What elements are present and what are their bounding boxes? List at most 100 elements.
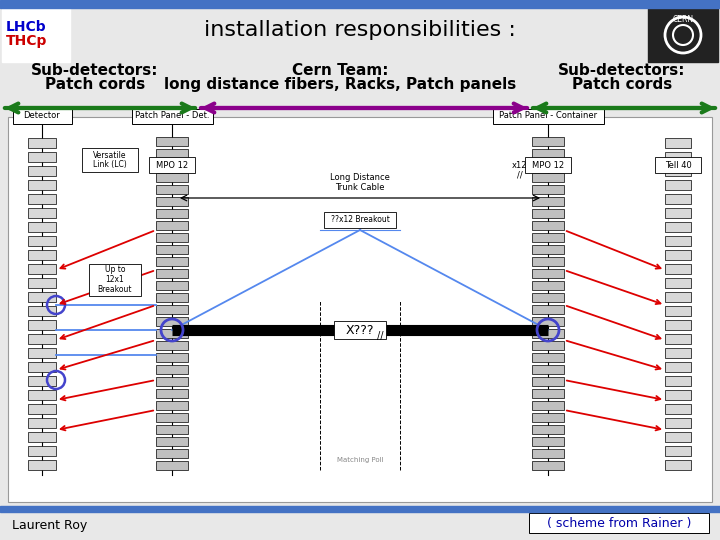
Bar	[28, 264, 56, 274]
Bar	[8, 117, 712, 502]
Text: Long Distance: Long Distance	[330, 173, 390, 183]
FancyBboxPatch shape	[334, 321, 386, 339]
Text: MPO 12: MPO 12	[156, 160, 188, 170]
Bar	[532, 137, 564, 146]
Bar	[665, 320, 691, 330]
FancyBboxPatch shape	[525, 157, 571, 173]
Bar	[532, 365, 564, 374]
FancyBboxPatch shape	[81, 148, 138, 172]
Bar	[532, 461, 564, 470]
Bar	[665, 264, 691, 274]
Bar	[665, 180, 691, 190]
Text: Cern Team:: Cern Team:	[292, 63, 388, 78]
Bar	[156, 161, 188, 170]
Bar	[532, 305, 564, 314]
Bar	[665, 250, 691, 260]
FancyBboxPatch shape	[89, 264, 141, 296]
Bar	[2, 8, 70, 62]
FancyBboxPatch shape	[324, 212, 396, 228]
Bar	[156, 137, 188, 146]
Bar	[532, 233, 564, 242]
Bar	[665, 376, 691, 386]
Bar	[648, 8, 718, 62]
Text: Sub-detectors:: Sub-detectors:	[31, 63, 158, 78]
Bar	[28, 222, 56, 232]
Bar	[665, 362, 691, 372]
Bar	[28, 278, 56, 288]
Bar	[156, 317, 188, 326]
Bar	[156, 257, 188, 266]
Bar	[532, 377, 564, 386]
Text: installation responsibilities :: installation responsibilities :	[204, 20, 516, 40]
Bar	[532, 317, 564, 326]
Bar	[28, 194, 56, 204]
Bar	[532, 293, 564, 302]
Bar	[28, 208, 56, 218]
Bar	[28, 376, 56, 386]
Bar	[532, 161, 564, 170]
Text: Tell 40: Tell 40	[665, 160, 691, 170]
Text: Patch Panel - Det.: Patch Panel - Det.	[135, 111, 210, 120]
Bar	[665, 194, 691, 204]
Text: X???: X???	[346, 323, 374, 336]
Bar	[665, 278, 691, 288]
Bar	[532, 221, 564, 230]
Text: ??x12 Breakout: ??x12 Breakout	[330, 215, 390, 225]
Bar	[156, 449, 188, 458]
Text: //: //	[517, 171, 523, 179]
Bar	[532, 257, 564, 266]
Bar	[156, 233, 188, 242]
Bar	[28, 418, 56, 428]
Bar	[665, 446, 691, 456]
Bar	[532, 425, 564, 434]
Text: THCp: THCp	[6, 34, 48, 48]
FancyBboxPatch shape	[149, 157, 195, 173]
Bar	[156, 353, 188, 362]
Bar	[532, 197, 564, 206]
Bar	[28, 250, 56, 260]
Bar	[28, 446, 56, 456]
Bar	[28, 236, 56, 246]
Text: Patch cords: Patch cords	[45, 77, 145, 92]
Text: ( scheme from Rainer ): ( scheme from Rainer )	[546, 516, 691, 530]
Bar	[532, 437, 564, 446]
Bar	[156, 245, 188, 254]
Bar	[665, 404, 691, 414]
Text: //: //	[377, 331, 383, 341]
Bar	[28, 152, 56, 162]
Bar	[156, 293, 188, 302]
Bar	[156, 149, 188, 158]
Text: Matching Poll: Matching Poll	[337, 457, 383, 463]
Text: Versatile: Versatile	[94, 151, 127, 159]
Bar	[0, 506, 720, 512]
Bar	[532, 413, 564, 422]
Bar	[532, 353, 564, 362]
Bar	[156, 365, 188, 374]
Bar	[532, 149, 564, 158]
Bar	[28, 320, 56, 330]
Bar	[156, 209, 188, 218]
Bar	[28, 166, 56, 176]
Bar	[28, 460, 56, 470]
Bar	[156, 389, 188, 398]
Bar	[665, 348, 691, 358]
Bar	[156, 341, 188, 350]
Bar	[665, 152, 691, 162]
Text: Patch cords: Patch cords	[572, 77, 672, 92]
FancyBboxPatch shape	[529, 513, 709, 533]
Bar	[665, 432, 691, 442]
Text: Link (LC): Link (LC)	[93, 160, 127, 170]
Bar	[156, 437, 188, 446]
Bar	[156, 281, 188, 290]
Bar	[28, 404, 56, 414]
Text: 12x1: 12x1	[106, 275, 125, 285]
Text: Laurent Roy: Laurent Roy	[12, 518, 87, 531]
FancyBboxPatch shape	[132, 109, 212, 124]
Bar	[156, 185, 188, 194]
Bar	[156, 413, 188, 422]
Bar	[156, 269, 188, 278]
Bar	[28, 390, 56, 400]
Text: LHCb: LHCb	[6, 20, 47, 34]
Bar	[28, 180, 56, 190]
Text: Breakout: Breakout	[98, 286, 132, 294]
